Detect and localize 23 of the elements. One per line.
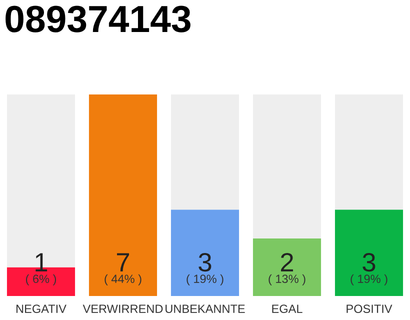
bar bbox=[88, 94, 158, 296]
bar bbox=[334, 94, 404, 210]
data-label: 3 bbox=[362, 252, 376, 272]
annotation: ( 19% ) bbox=[186, 274, 224, 286]
chart-title: 089374143 bbox=[6, 6, 190, 32]
bar bbox=[252, 238, 322, 296]
x-tick-label: VERWIRREND bbox=[82, 304, 163, 313]
bar bbox=[334, 210, 404, 296]
x-tick-label: NEGATIV bbox=[16, 304, 66, 314]
data-label: 2 bbox=[280, 252, 294, 272]
annotation: ( 19% ) bbox=[350, 274, 388, 286]
data-label: 3 bbox=[198, 252, 212, 272]
bar bbox=[252, 94, 322, 238]
annotation: ( 13% ) bbox=[268, 274, 306, 286]
x-tick-label: UNBEKANNTE bbox=[166, 304, 245, 314]
annotation: ( 6% ) bbox=[26, 274, 56, 286]
data-label: 7 bbox=[117, 253, 130, 272]
annotation: ( 44% ) bbox=[104, 274, 142, 286]
data-label: 1 bbox=[36, 253, 48, 272]
bar bbox=[170, 210, 240, 296]
x-tick-label: POSITIV bbox=[346, 304, 392, 314]
x-tick-label: EGAL bbox=[272, 304, 302, 314]
bar bbox=[170, 94, 240, 210]
